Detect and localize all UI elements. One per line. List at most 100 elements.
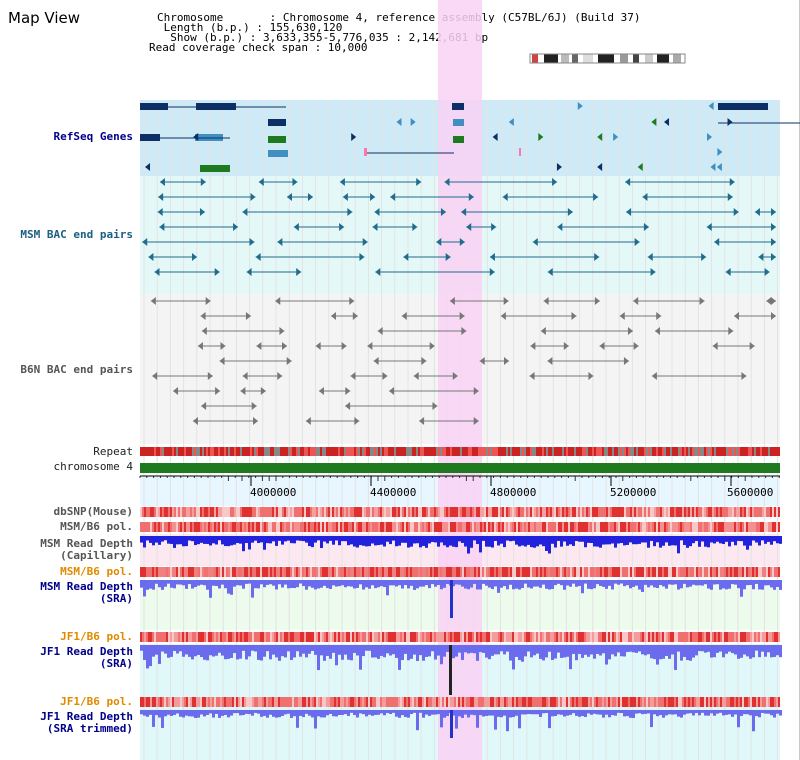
msm-pol-strip bbox=[374, 522, 376, 532]
repeat-segment bbox=[452, 447, 454, 456]
msm-sra-depth bbox=[395, 580, 398, 587]
refseq-label[interactable]: RefSeq Genes bbox=[53, 130, 133, 143]
repeat-segment bbox=[500, 447, 502, 456]
msm-bac-end bbox=[403, 253, 409, 261]
msm-capillary-depth bbox=[326, 536, 329, 544]
jf1-pol-strip-2 bbox=[242, 697, 244, 707]
msm-bac-end bbox=[459, 238, 465, 246]
jf1-pol-strip bbox=[642, 632, 644, 642]
repeat-segment bbox=[552, 447, 554, 456]
dbsnp-strip bbox=[680, 507, 682, 517]
jf1-b6-pol-label[interactable]: JF1/B6 pol. bbox=[60, 630, 133, 643]
msm-pol-strip-2 bbox=[362, 567, 364, 577]
jf1-b6-pol-label-2[interactable]: JF1/B6 pol. bbox=[60, 695, 133, 708]
msm-pol-strip-2 bbox=[176, 567, 178, 577]
msm-pol-strip bbox=[534, 522, 536, 532]
msm-pol-strip-2 bbox=[482, 567, 484, 577]
jf1-pol-strip bbox=[162, 632, 164, 642]
msm-pol-strip-2 bbox=[370, 567, 372, 577]
dbsnp-strip bbox=[632, 507, 634, 517]
msm-depth-capillary-label[interactable]: MSM Read Depth bbox=[40, 537, 133, 550]
dbsnp-strip bbox=[710, 507, 712, 517]
dbsnp-label[interactable]: dbSNP(Mouse) bbox=[53, 505, 133, 518]
msm-pol-strip bbox=[312, 522, 314, 532]
jf1-sra-depth bbox=[221, 645, 224, 656]
jf1-trimmed-depth bbox=[371, 710, 374, 716]
jf1-pol-strip bbox=[694, 632, 696, 642]
b6n-bac-end bbox=[633, 297, 639, 305]
msm-pol-strip bbox=[744, 522, 746, 532]
jf1-trimmed-depth bbox=[413, 710, 416, 713]
msm-depth-sra-label[interactable]: MSM Read Depth bbox=[40, 580, 133, 593]
jf1-trimmed-depth bbox=[191, 710, 194, 717]
msm-capillary-depth bbox=[626, 536, 629, 545]
jf1-pol-strip bbox=[404, 632, 406, 642]
jf1-pol-strip bbox=[522, 632, 524, 642]
msm-pol-strip-2 bbox=[590, 567, 592, 577]
jf1-pol-strip-2 bbox=[586, 697, 588, 707]
jf1-trimmed-depth bbox=[662, 710, 665, 718]
msm-pol-strip bbox=[476, 522, 478, 532]
jf1-trimmed-depth bbox=[773, 710, 776, 718]
msm-bac-end bbox=[359, 253, 365, 261]
jf1-depth-sra-label[interactable]: JF1 Read Depth bbox=[40, 645, 133, 658]
b6n-bac-end bbox=[623, 357, 629, 365]
chromosome-label[interactable]: chromosome 4 bbox=[53, 460, 133, 473]
b6n-bac-label[interactable]: B6N BAC end pairs bbox=[20, 363, 133, 376]
msm-pol-strip bbox=[520, 522, 522, 532]
msm-pol-strip bbox=[340, 522, 342, 532]
repeat-label[interactable]: Repeat bbox=[93, 445, 133, 458]
jf1-depth-trimmed-label[interactable]: JF1 Read Depth bbox=[40, 710, 133, 723]
msm-pol-strip-2 bbox=[592, 567, 594, 577]
jf1-sra-depth bbox=[527, 645, 530, 652]
msm-pol-strip-2 bbox=[554, 567, 556, 577]
msm-sra-depth bbox=[290, 580, 293, 589]
repeat-segment bbox=[468, 447, 470, 456]
dbsnp-strip bbox=[476, 507, 478, 517]
jf1-pol-strip-2 bbox=[552, 697, 554, 707]
jf1-pol-strip bbox=[640, 632, 642, 642]
jf1-pol-strip-2 bbox=[318, 697, 320, 707]
msm-sra-depth bbox=[434, 580, 437, 587]
msm-bac-label[interactable]: MSM BAC end pairs bbox=[20, 228, 133, 241]
jf1-pol-strip-2 bbox=[558, 697, 560, 707]
dbsnp-strip bbox=[246, 507, 248, 517]
msm-pol-strip-2 bbox=[470, 567, 472, 577]
msm-pol-strip-2 bbox=[310, 567, 312, 577]
msm-pol-strip-2 bbox=[750, 567, 752, 577]
msm-capillary-depth bbox=[356, 536, 359, 548]
jf1-pol-strip bbox=[406, 632, 408, 642]
jf1-pol-strip-2 bbox=[712, 697, 714, 707]
jf1-pol-strip-2 bbox=[580, 697, 582, 707]
dbsnp-strip bbox=[262, 507, 264, 517]
msm-capillary-depth bbox=[593, 536, 596, 547]
repeat-segment bbox=[428, 447, 430, 456]
jf1-pol-strip bbox=[286, 632, 288, 642]
dbsnp-strip bbox=[672, 507, 674, 517]
msm-b6-pol-label-2[interactable]: MSM/B6 pol. bbox=[60, 565, 133, 578]
msm-pol-strip-2 bbox=[610, 567, 612, 577]
msm-b6-pol-label[interactable]: MSM/B6 pol. bbox=[60, 520, 133, 533]
msm-bac-end bbox=[714, 238, 720, 246]
jf1-pol-strip-2 bbox=[222, 697, 224, 707]
jf1-sra-depth bbox=[599, 645, 602, 656]
msm-pol-strip bbox=[566, 522, 568, 532]
jf1-trimmed-depth bbox=[269, 710, 272, 715]
jf1-sra-depth bbox=[356, 645, 359, 656]
jf1-pol-strip bbox=[624, 632, 626, 642]
jf1-pol-strip-2 bbox=[202, 697, 204, 707]
dbsnp-strip bbox=[494, 507, 496, 517]
repeat-segment bbox=[174, 447, 176, 456]
repeat-segment bbox=[518, 447, 520, 456]
msm-pol-strip-2 bbox=[254, 567, 256, 577]
msm-sra-depth bbox=[278, 580, 281, 585]
jf1-pol-strip bbox=[690, 632, 692, 642]
msm-pol-strip-2 bbox=[586, 567, 588, 577]
repeat-segment bbox=[558, 447, 560, 456]
msm-pol-strip-2 bbox=[326, 567, 328, 577]
msm-pol-strip bbox=[398, 522, 400, 532]
jf1-sra-depth bbox=[779, 645, 782, 658]
jf1-pol-strip bbox=[278, 632, 280, 642]
jf1-pol-strip bbox=[364, 632, 366, 642]
jf1-trimmed-depth bbox=[263, 710, 266, 716]
